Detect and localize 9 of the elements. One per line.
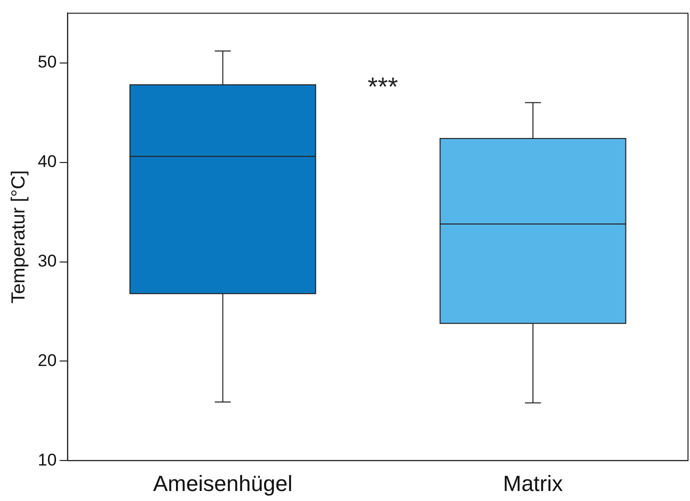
x-tick-label: Ameisenhügel bbox=[153, 470, 292, 496]
y-tick-label: 20 bbox=[38, 350, 57, 370]
y-tick-label: 30 bbox=[38, 251, 57, 270]
x-tick-label: Matrix bbox=[502, 470, 563, 496]
y-tick-label: 10 bbox=[38, 450, 57, 470]
y-tick-label: 50 bbox=[38, 52, 57, 72]
annotation: *** bbox=[368, 71, 398, 102]
y-axis-title: Temperatur [°C] bbox=[8, 170, 30, 304]
y-tick-label: 40 bbox=[38, 152, 57, 172]
